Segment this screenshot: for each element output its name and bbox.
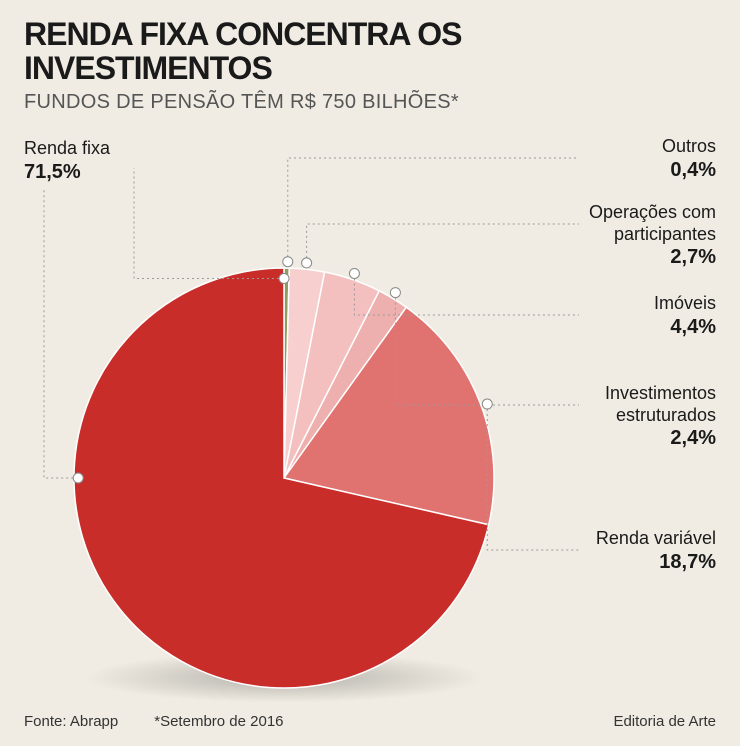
label-value-imoveis: 4,4% xyxy=(654,315,716,339)
footer-source-prefix: Fonte: xyxy=(24,713,70,730)
page-subtitle: FUNDOS DE PENSÃO TÊM R$ 750 BILHÕES* xyxy=(24,91,716,114)
label-value-estruturados: 2,4% xyxy=(605,426,716,450)
label-estruturados: Investimentosestruturados2,4% xyxy=(605,383,716,450)
leader-marker-operacoes xyxy=(302,258,312,268)
label-renda_fixa: Renda fixa71,5% xyxy=(24,138,110,184)
leader-renda_fixa-left xyxy=(44,188,78,478)
leader-renda_fixa xyxy=(134,168,284,279)
label-value-outros: 0,4% xyxy=(662,158,716,182)
leader-marker-estruturados xyxy=(390,288,400,298)
pie-chart-wrap: Renda fixa71,5% Outros0,4% Operações compa… xyxy=(24,128,716,718)
leader-operacoes xyxy=(307,224,579,263)
footer: Fonte: Abrapp *Setembro de 2016 Editoria… xyxy=(24,706,716,730)
label-renda_variavel: Renda variável18,7% xyxy=(596,528,716,574)
leader-marker-renda_variavel xyxy=(482,399,492,409)
leader-renda_variavel xyxy=(487,404,579,550)
label-name-outros: Outros xyxy=(662,136,716,158)
footer-source-name: Abrapp xyxy=(70,713,118,730)
footer-source: Fonte: Abrapp xyxy=(24,713,118,730)
label-operacoes: Operações comparticipantes2,7% xyxy=(589,202,716,269)
label-name-imoveis: Imóveis xyxy=(654,293,716,315)
page-title: RENDA FIXA CONCENTRA OS INVESTIMENTOS xyxy=(24,18,716,85)
label-value-renda_variavel: 18,7% xyxy=(596,550,716,574)
label-imoveis: Imóveis4,4% xyxy=(654,293,716,339)
label-outros: Outros0,4% xyxy=(662,136,716,182)
label-name-estruturados: Investimentosestruturados xyxy=(605,383,716,426)
label-name-operacoes: Operações comparticipantes xyxy=(589,202,716,245)
label-value-operacoes: 2,7% xyxy=(589,245,716,269)
label-value-renda_fixa: 71,5% xyxy=(24,160,110,184)
leader-marker-renda_fixa xyxy=(279,274,289,284)
footer-credit: Editoria de Arte xyxy=(613,713,716,730)
label-name-renda_fixa: Renda fixa xyxy=(24,138,110,160)
leader-marker-renda_fixa-left xyxy=(73,473,83,483)
footer-note: *Setembro de 2016 xyxy=(154,713,283,730)
leader-marker-outros xyxy=(283,257,293,267)
leader-outros xyxy=(288,158,579,262)
leader-marker-imoveis xyxy=(349,269,359,279)
label-name-renda_variavel: Renda variável xyxy=(596,528,716,550)
